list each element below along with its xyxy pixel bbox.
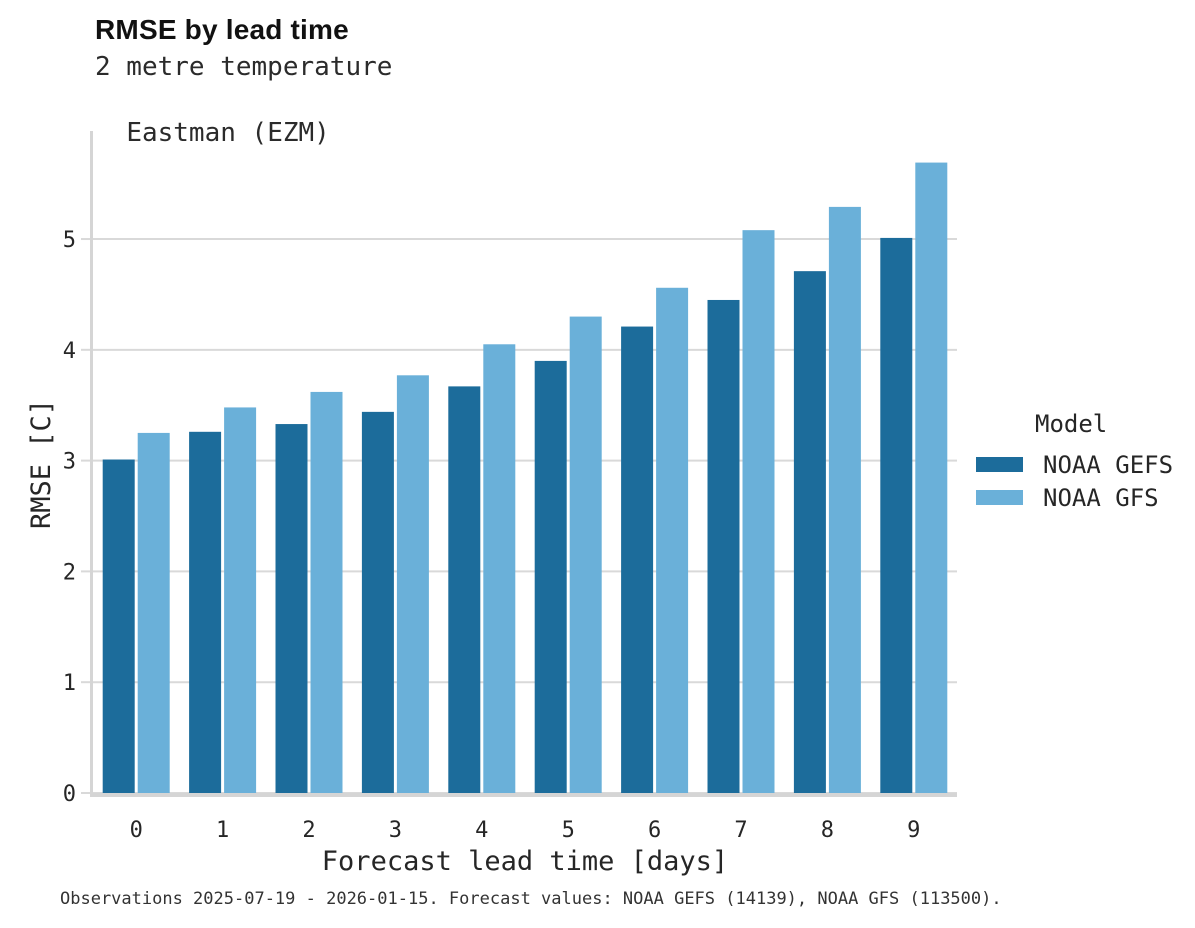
- x-axis-spine: [90, 793, 957, 797]
- legend: Model NOAA GEFS NOAA GFS: [976, 410, 1173, 514]
- bar-noaa-gefs-day-5: [534, 360, 567, 793]
- y-tick-label: 3: [63, 450, 76, 475]
- bar-noaa-gefs-day-3: [361, 411, 394, 793]
- x-axis-title: Forecast lead time [days]: [322, 846, 728, 877]
- bar-noaa-gefs-day-0: [102, 459, 135, 793]
- bar-noaa-gefs-day-1: [189, 431, 222, 793]
- x-tick-label: 4: [475, 818, 488, 843]
- x-tick-label: 5: [562, 818, 575, 843]
- tick-labels-group: 0 1 2 3 4 5 0 1 2 3 4 5 6 7 8 9: [63, 228, 921, 843]
- bar-noaa-gefs-day-9: [880, 237, 913, 793]
- y-tick-label: 1: [63, 671, 76, 696]
- y-tick-label: 4: [63, 339, 76, 364]
- legend-label-noaa-gefs: NOAA GEFS: [1043, 450, 1174, 479]
- bar-noaa-gefs-day-6: [621, 326, 654, 793]
- y-tick-label: 0: [63, 782, 76, 807]
- bar-noaa-gfs-day-4: [483, 344, 516, 793]
- legend-item-noaa-gfs: NOAA GFS: [976, 481, 1173, 514]
- bar-noaa-gefs-day-8: [793, 271, 826, 793]
- x-tick-label: 8: [821, 818, 834, 843]
- x-tick-label: 6: [648, 818, 661, 843]
- legend-swatch-noaa-gefs: [976, 457, 1023, 472]
- bar-noaa-gfs-day-8: [828, 206, 861, 794]
- axis-spines-group: [90, 131, 957, 797]
- bar-noaa-gfs-day-3: [396, 375, 429, 793]
- bars-group: [102, 162, 948, 794]
- bar-noaa-gfs-day-0: [137, 432, 170, 793]
- y-axis-spine: [90, 131, 93, 797]
- x-tick-label: 0: [130, 818, 143, 843]
- bar-noaa-gfs-day-9: [915, 162, 948, 794]
- y-tick-label: 5: [63, 228, 76, 253]
- legend-item-noaa-gefs: NOAA GEFS: [976, 448, 1173, 481]
- chart-title: RMSE by lead time: [95, 14, 349, 45]
- x-tick-label: 9: [907, 818, 920, 843]
- legend-swatch-noaa-gfs: [976, 490, 1023, 505]
- x-tick-label: 3: [389, 818, 402, 843]
- caption: Observations 2025-07-19 - 2026-01-15. Fo…: [60, 889, 1002, 909]
- bar-noaa-gfs-day-7: [742, 230, 775, 793]
- x-tick-label: 7: [734, 818, 747, 843]
- bar-noaa-gfs-day-1: [224, 407, 257, 793]
- legend-label-noaa-gfs: NOAA GFS: [1043, 483, 1159, 512]
- y-tick-label: 2: [63, 560, 76, 585]
- x-tick-label: 1: [216, 818, 229, 843]
- chart-subtitle: 2 metre temperature Eastman (EZM): [95, 51, 392, 150]
- legend-title: Model: [1035, 410, 1108, 438]
- y-axis-title: RMSE [C]: [26, 399, 57, 529]
- bar-noaa-gefs-day-7: [707, 299, 740, 793]
- x-tick-label: 2: [302, 818, 315, 843]
- bar-noaa-gfs-day-5: [569, 316, 602, 793]
- bar-noaa-gfs-day-6: [656, 287, 689, 793]
- bar-noaa-gefs-day-4: [448, 386, 481, 793]
- subtitle-station: Eastman (EZM): [126, 118, 330, 148]
- subtitle-variable: 2 metre temperature: [95, 52, 393, 82]
- bar-noaa-gfs-day-2: [310, 391, 343, 793]
- bar-noaa-gefs-day-2: [275, 424, 308, 793]
